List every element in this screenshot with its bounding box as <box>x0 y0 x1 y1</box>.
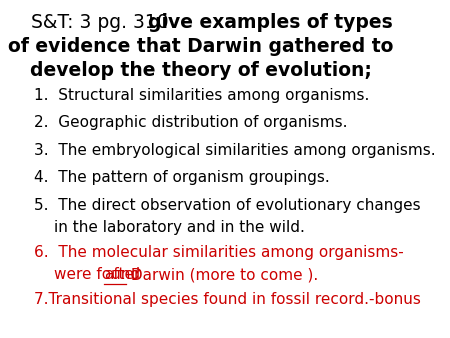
Text: of evidence that Darwin gathered to: of evidence that Darwin gathered to <box>8 37 393 56</box>
Text: in the laboratory and in the wild.: in the laboratory and in the wild. <box>54 220 305 235</box>
Text: 3.  The embryological similarities among organisms.: 3. The embryological similarities among … <box>34 143 436 158</box>
Text: Darwin (more to come ).: Darwin (more to come ). <box>126 267 319 282</box>
Text: were found: were found <box>54 267 145 282</box>
Text: 6.  The molecular similarities among organisms-: 6. The molecular similarities among orga… <box>34 245 404 260</box>
Text: S&T: 3 pg. 310: S&T: 3 pg. 310 <box>31 13 174 32</box>
Text: 5.  The direct observation of evolutionary changes: 5. The direct observation of evolutionar… <box>34 198 421 213</box>
Text: give examples of types: give examples of types <box>148 13 393 32</box>
Text: 7.Transitional species found in fossil record.-bonus: 7.Transitional species found in fossil r… <box>34 292 421 307</box>
Text: 2.  Geographic distribution of organisms.: 2. Geographic distribution of organisms. <box>34 115 348 130</box>
Text: 1.  Structural similarities among organisms.: 1. Structural similarities among organis… <box>34 88 369 103</box>
Text: develop the theory of evolution;: develop the theory of evolution; <box>30 62 372 80</box>
Text: 4.  The pattern of organism groupings.: 4. The pattern of organism groupings. <box>34 170 330 185</box>
Text: after: after <box>104 267 140 282</box>
